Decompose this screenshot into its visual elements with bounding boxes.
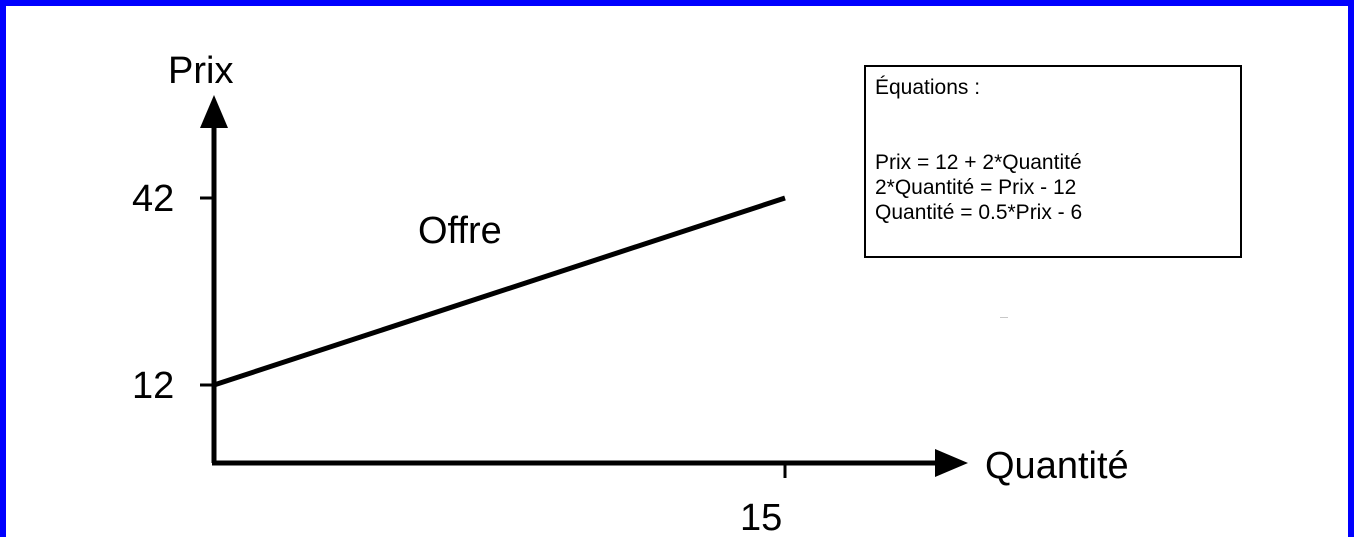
y-tick-label-42: 42 bbox=[132, 178, 174, 220]
y-tick-label-12: 12 bbox=[132, 365, 174, 407]
y-axis-arrow bbox=[200, 95, 228, 128]
equation-line-1: Prix = 12 + 2*Quantité bbox=[875, 151, 1082, 174]
equations-box: Équations : Prix = 12 + 2*Quantité 2*Qua… bbox=[864, 65, 1242, 258]
stray-mark bbox=[1000, 317, 1008, 318]
x-tick-label-15: 15 bbox=[740, 497, 782, 537]
supply-line bbox=[213, 195, 786, 388]
y-axis-label: Prix bbox=[168, 50, 233, 92]
equations-title: Équations : bbox=[875, 76, 981, 99]
x-axis-label: Quantité bbox=[985, 445, 1129, 487]
equation-line-3: Quantité = 0.5*Prix - 6 bbox=[875, 201, 1083, 224]
equation-line-2: 2*Quantité = Prix - 12 bbox=[875, 176, 1077, 199]
supply-line-label: Offre bbox=[418, 210, 502, 252]
x-axis-arrow bbox=[935, 449, 968, 477]
